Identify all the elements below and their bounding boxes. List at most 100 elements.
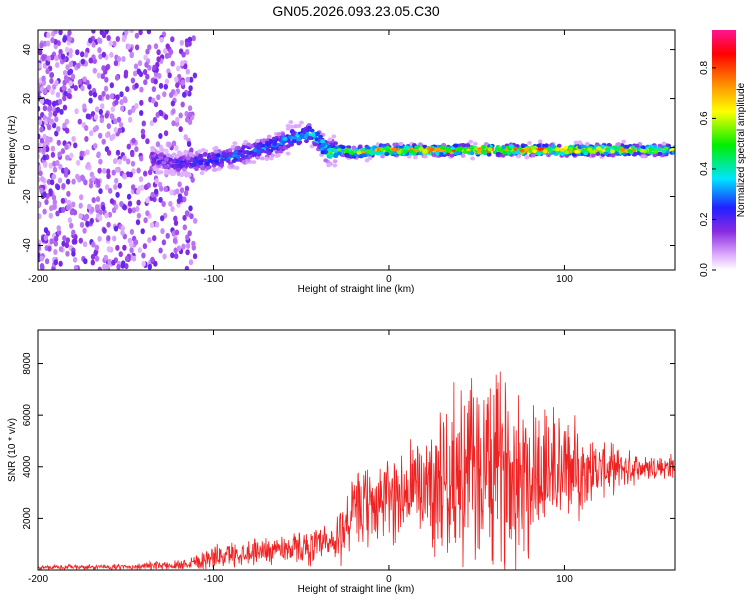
spectrogram-noise-dot — [156, 94, 161, 101]
spectrogram-y-tick-label: 40 — [22, 44, 33, 56]
spectrogram-trace-dot — [247, 154, 253, 159]
spectrogram-noise-dot — [191, 240, 196, 247]
spectrogram-trace-dot — [243, 150, 248, 155]
spectrogram-noise-dot — [188, 259, 194, 266]
spectrogram-noise-dot — [49, 238, 54, 245]
spectrogram-noise-dot — [45, 98, 50, 105]
spectrogram-trace-dot — [259, 156, 265, 161]
spectrogram-noise-dot — [154, 178, 159, 185]
spectrogram-trace-dot — [462, 150, 468, 154]
spectrogram-trace-dot — [422, 149, 428, 154]
spectrogram-noise-dot — [139, 155, 144, 162]
spectrogram-x-label: Height of straight line (km) — [298, 284, 415, 295]
spectrogram-noise-dot — [83, 179, 88, 186]
spectrogram-noise-dot — [95, 179, 101, 185]
spectrogram-trace-dot — [620, 147, 626, 152]
spectrogram-noise-dot — [168, 92, 174, 98]
spectrogram-noise-dot — [133, 239, 139, 246]
spectrogram-noise-dot — [106, 221, 111, 228]
spectrogram-noise-dot — [167, 141, 172, 148]
spectrogram-trace-dot — [481, 145, 487, 149]
spectrogram-noise-dot — [39, 255, 45, 262]
spectrogram-noise-dot — [189, 76, 194, 83]
spectrogram-noise-dot — [182, 91, 187, 98]
spectrogram-noise-dot — [63, 171, 69, 178]
spectrogram-trace-dot — [392, 150, 397, 155]
spectrogram-noise-dot — [64, 167, 69, 174]
spectrogram-trace-dot — [616, 142, 621, 147]
spectrogram-trace-dot — [291, 132, 296, 137]
spectrogram-trace-dot — [367, 156, 373, 161]
snr-panel: -200 -100 0 100 8000 6000 4000 2000 Height of … — [7, 329, 676, 595]
spectrogram-noise-dot — [187, 230, 192, 237]
spectrogram-noise-dot — [67, 35, 72, 42]
spectrogram-trace-dot — [445, 146, 451, 151]
spectrogram-trace-dot — [657, 143, 663, 148]
spectrogram-noise-dot — [185, 76, 190, 83]
spectrogram-noise-dot — [52, 166, 58, 173]
spectrogram-noise-dot — [68, 80, 73, 87]
spectrogram-noise-dot — [73, 142, 78, 149]
spectrogram-noise-dot — [112, 235, 117, 242]
spectrogram-noise-dot — [160, 228, 165, 235]
spectrogram-noise-dot — [40, 176, 45, 182]
spectrogram-trace-dot — [380, 154, 385, 159]
spectrogram-noise-dot — [112, 40, 117, 47]
spectrogram-trace-dot — [524, 154, 529, 159]
spectrogram-noise-dot — [165, 232, 170, 239]
spectrogram-noise-dot — [174, 145, 179, 151]
spectrogram-noise-dot — [122, 155, 127, 162]
spectrogram-noise-dot — [159, 185, 164, 192]
spectrogram-noise-dot — [43, 162, 48, 168]
spectrogram-noise-dot — [75, 159, 81, 166]
spectrogram-noise-dot — [52, 100, 57, 107]
spectrogram-trace-dot — [340, 145, 346, 150]
spectrogram-noise-dot — [52, 110, 58, 117]
spectrogram-trace-dot — [596, 146, 601, 151]
spectrogram-noise-dot — [145, 48, 150, 55]
spectrogram-noise-dot — [50, 151, 56, 158]
spectrogram-trace-dot — [530, 145, 536, 150]
spectrogram-noise-dot — [38, 62, 42, 69]
spectrogram-noise-dot — [80, 58, 86, 65]
spectrogram-trace-dot — [158, 152, 164, 157]
spectrogram-noise-dot — [187, 105, 193, 112]
spectrogram-noise-dot — [106, 35, 111, 41]
spectrogram-trace-dot — [233, 150, 238, 155]
spectrogram-noise-dot — [77, 79, 83, 86]
spectrogram-trace-dot — [186, 171, 192, 176]
spectrogram-noise-dot — [54, 130, 59, 137]
spectrogram-noise-dot — [126, 193, 132, 200]
spectrogram-trace-dot — [519, 148, 525, 153]
spectrogram-noise-dot — [104, 212, 109, 219]
snr-y-label: SNR (10 * v/v) — [7, 418, 18, 482]
spectrogram-noise-dot — [107, 211, 113, 218]
spectrogram-trace-dot — [174, 154, 180, 159]
spectrogram-noise-dot — [67, 30, 72, 36]
spectrogram-noise-dot — [58, 246, 64, 253]
spectrogram-trace-dot — [536, 151, 542, 156]
spectrogram-trace-dot — [176, 167, 181, 172]
snr-y-tick-label: 8000 — [22, 352, 33, 375]
spectrogram-noise-dot — [65, 76, 70, 83]
spectrogram-noise-dot — [114, 99, 119, 106]
spectrogram-trace-dot — [403, 145, 409, 150]
spectrogram-trace-dot — [213, 149, 219, 154]
spectrogram-noise-dot — [106, 123, 112, 130]
spectrogram-noise-dot — [165, 43, 170, 50]
spectrogram-trace-dot — [402, 149, 408, 154]
spectrogram-noise-dot — [109, 82, 115, 89]
spectrogram-noise-dot — [124, 263, 129, 270]
spectrogram-noise-dot — [50, 37, 55, 44]
spectrogram-noise-dot — [154, 188, 159, 195]
spectrogram-y-tick-label: -20 — [22, 189, 33, 204]
spectrogram-noise-dot — [83, 215, 88, 222]
spectrogram-noise-dot — [95, 106, 100, 113]
spectrogram-noise-dot — [170, 36, 175, 43]
spectrogram-trace-dot — [661, 149, 667, 154]
spectrogram-noise-dot — [98, 94, 103, 101]
spectrogram-noise-dot — [91, 41, 96, 48]
spectrogram-noise-dot — [152, 116, 158, 123]
colorbar-tick-label: 0.2 — [699, 212, 710, 226]
